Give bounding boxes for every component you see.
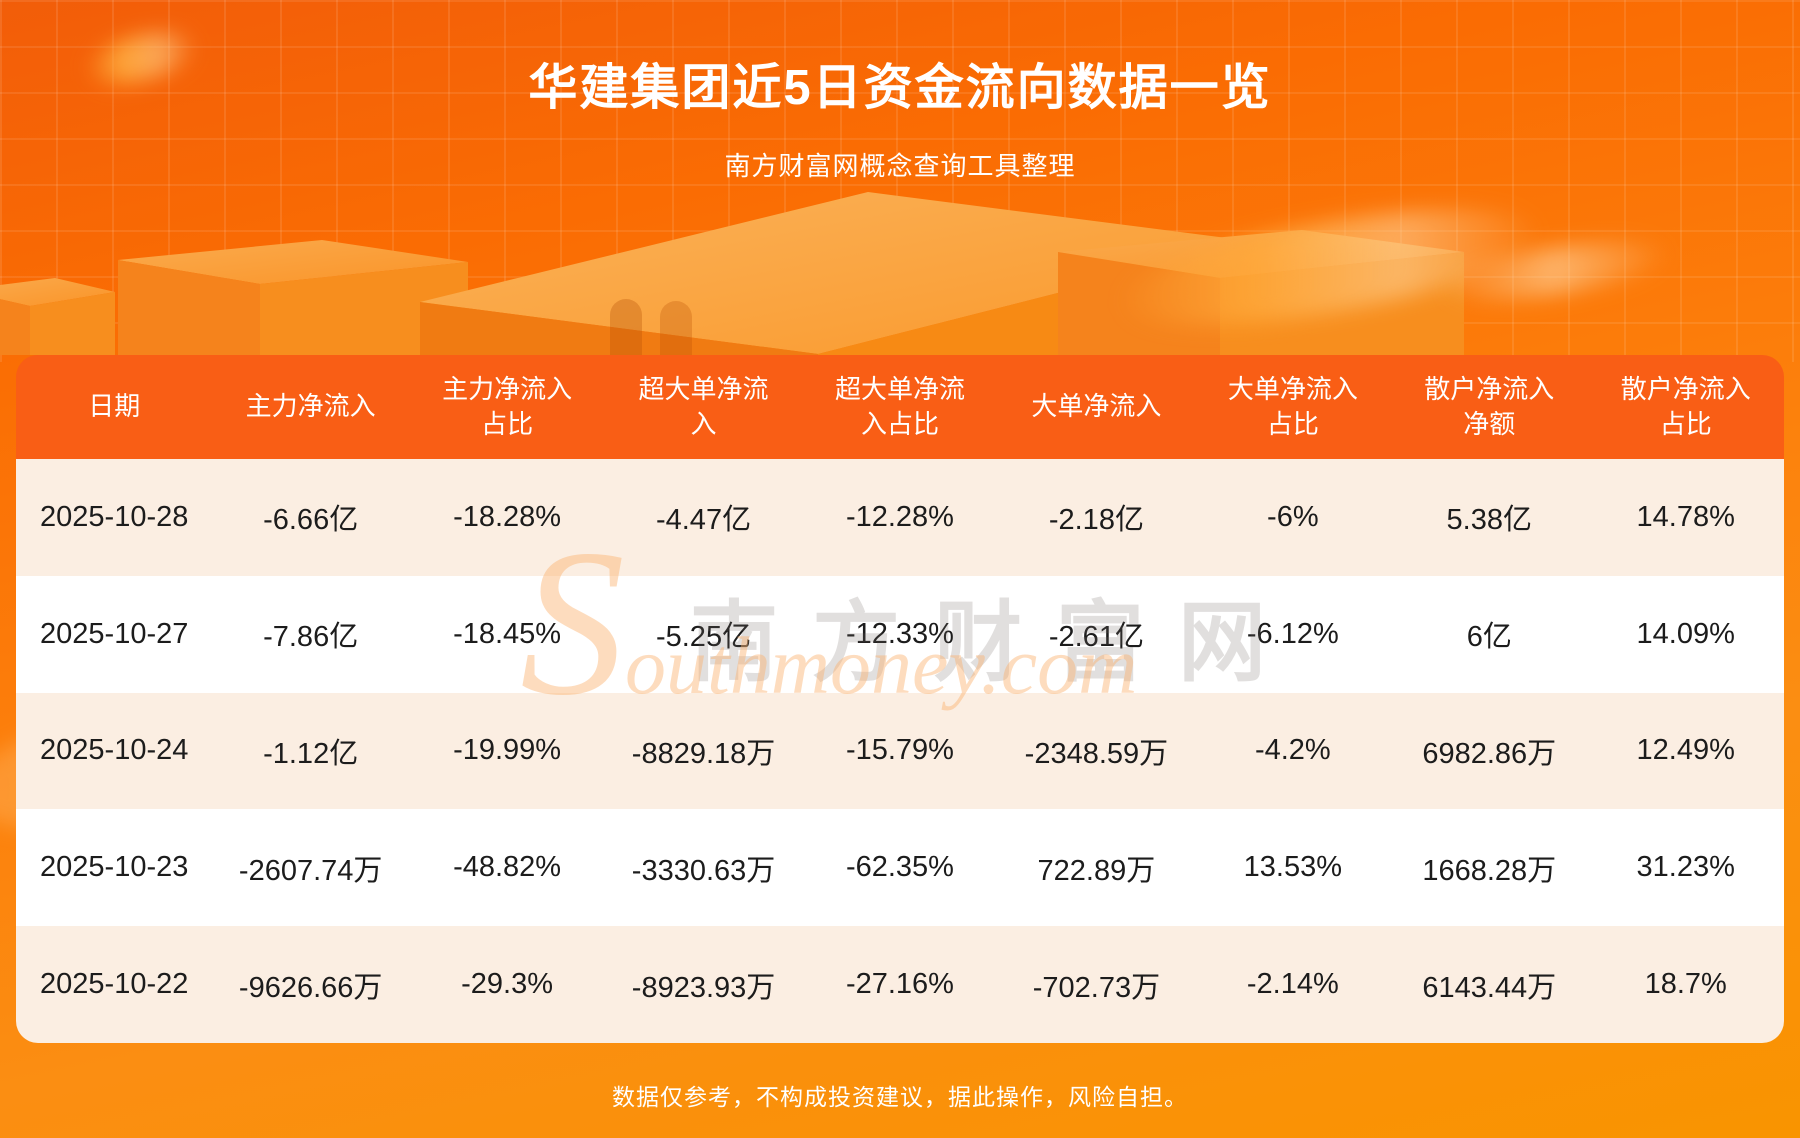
table-row: 2025-10-28 -6.66亿 -18.28% -4.47亿 -12.28% -2.1… [16,459,1784,576]
value-cell: -2.61亿 [1048,621,1144,654]
value-cell: 6982.86万 [1422,737,1557,770]
value-cell: -7.86亿 [263,621,359,654]
table-row: 2025-10-23 -2607.74万 -48.82% -3330.63万 -62.3… [16,809,1784,927]
column-header: 散户净流入占比 [1620,373,1751,439]
column-header: 散户净流入净额 [1424,373,1555,439]
value-cell: -5.25亿 [655,621,752,654]
value-cell: -702.73万 [1032,971,1161,1004]
table-row: 2025-10-22 -9626.66万 -29.3% -8923.93万 -27.16… [16,926,1784,1043]
value-cell: -15.79% [845,734,954,767]
value-cell: -29.3% [461,968,554,1001]
value-cell: -9626.66万 [238,971,383,1004]
value-cell: -4.47亿 [655,504,752,537]
table-header-row: 日期 主力净流入 主力净流入占比 超大单净流入 超大单净流入占比 大单净流入 大单净流入占比… [16,355,1784,459]
light-streak [1437,230,1673,312]
value-cell: -62.35% [845,851,954,884]
value-cell: -1.12亿 [263,737,359,770]
date-cell: 2025-10-28 [40,500,189,533]
value-cell: 722.89万 [1037,854,1156,887]
value-cell: 5.38亿 [1446,504,1532,537]
value-cell: -8829.18万 [631,737,776,770]
date-cell: 2025-10-22 [40,968,189,1001]
page-title: 华建集团近5日资金流向数据一览 [528,61,1272,115]
value-cell: -12.33% [845,617,954,650]
value-cell: -4.2% [1254,734,1331,767]
value-cell: -6% [1267,500,1319,533]
column-header: 大单净流入占比 [1227,373,1358,439]
date-cell: 2025-10-23 [40,851,189,884]
light-streak [1115,186,1545,348]
column-header: 超大单净流入 [638,373,769,439]
column-header: 主力净流入占比 [442,373,573,439]
column-header: 超大单净流入占比 [834,373,965,439]
value-cell: -18.28% [453,500,562,533]
value-cell: 6亿 [1466,621,1512,654]
value-cell: 31.23% [1636,851,1735,884]
value-cell: 13.53% [1243,851,1343,884]
value-cell: 18.7% [1644,968,1727,1001]
value-cell: 14.09% [1636,617,1735,650]
value-cell: -8923.93万 [631,971,776,1004]
value-cell: 1668.28万 [1422,854,1557,887]
page-subtitle: 南方财富网概念查询工具整理 [724,151,1076,181]
value-cell: -2348.59万 [1024,737,1169,770]
value-cell: -2.18亿 [1048,504,1144,537]
value-cell: -3330.63万 [631,854,776,887]
table-body: 2025-10-28 -6.66亿 -18.28% -4.47亿 -12.28% -2.1… [16,459,1784,1043]
value-cell: -48.82% [453,851,562,884]
table-row: 2025-10-27 -7.86亿 -18.45% -5.25亿 -12.33% -2.6… [16,575,1784,693]
value-cell: -2.14% [1246,968,1339,1001]
fund-flow-table: 日期 主力净流入 主力净流入占比 超大单净流入 超大单净流入占比 大单净流入 大单净流入占比… [16,355,1784,1043]
column-header: 大单净流入 [1031,391,1162,422]
date-cell: 2025-10-27 [40,617,189,650]
value-cell: 12.49% [1636,734,1735,767]
value-cell: 6143.44万 [1422,971,1557,1004]
table-row: 2025-10-24 -1.12亿 -19.99% -8829.18万 -15.79% -… [16,692,1784,810]
value-cell: -19.99% [453,734,562,767]
column-header: 日期 [88,391,141,422]
value-cell: -6.12% [1246,617,1339,650]
value-cell: -2607.74万 [238,854,383,887]
value-cell: 14.78% [1636,500,1735,533]
value-cell: -27.16% [845,968,954,1001]
column-header: 主力净流入 [245,391,376,422]
date-cell: 2025-10-24 [40,734,189,767]
value-cell: -18.45% [453,617,562,650]
value-cell: -12.28% [845,500,954,533]
value-cell: -6.66亿 [263,504,359,537]
disclaimer-text: 数据仅参考，不构成投资建议，据此操作，风险自担。 [612,1084,1188,1110]
